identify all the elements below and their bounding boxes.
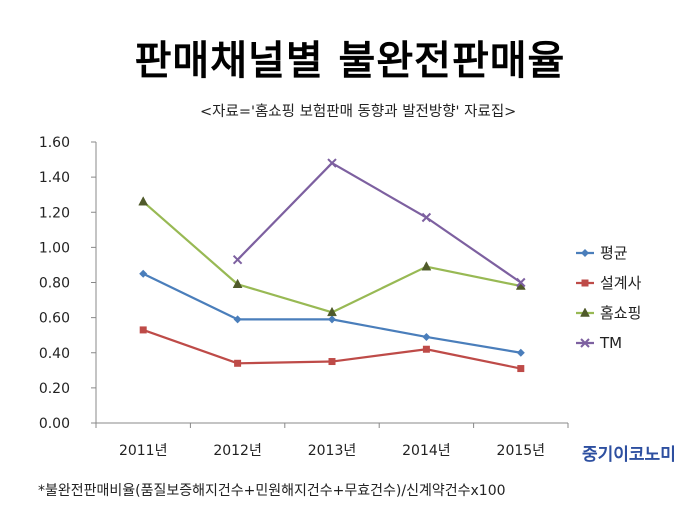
brand-logo: 중기이코노미	[582, 445, 676, 465]
source-caption: <자료='홈쇼핑 보험판매 동향과 발전방향' 자료집>	[200, 104, 517, 120]
y-tick-label: 1.20	[39, 205, 70, 221]
data-point	[422, 332, 431, 341]
legend-label: 평균	[600, 244, 628, 262]
data-point	[233, 315, 242, 324]
legend-marker	[581, 249, 589, 257]
legend-marker	[580, 307, 590, 317]
data-point	[327, 158, 337, 168]
legend-marker	[581, 279, 589, 287]
legend-marker	[580, 338, 590, 348]
data-point	[139, 269, 148, 278]
x-tick-label: 2013년	[308, 443, 357, 459]
y-tick-label: 0.00	[39, 416, 70, 432]
footnote: *불완전판매비율(품질보증해지건수+민원해지건수+무효건수)/신계약건수x100	[38, 483, 506, 499]
y-tick-label: 0.40	[39, 346, 70, 362]
data-point	[421, 261, 432, 271]
series-line-2	[142, 200, 522, 314]
y-tick-label: 0.80	[39, 276, 70, 292]
legend-label: 홈쇼핑	[600, 304, 641, 322]
data-point	[516, 277, 526, 288]
y-tick-label: 1.60	[39, 135, 70, 151]
data-point	[138, 196, 149, 206]
y-tick-label: 0.60	[39, 311, 70, 327]
legend-label: 설계사	[600, 274, 642, 292]
x-tick-label: 2011년	[119, 443, 168, 459]
data-point	[328, 358, 336, 366]
data-point	[139, 326, 147, 334]
data-point	[421, 212, 432, 223]
legend-label: TM	[599, 334, 622, 352]
data-point	[232, 254, 243, 265]
data-point	[234, 359, 242, 367]
data-point	[327, 306, 337, 317]
data-point	[517, 365, 525, 373]
data-point	[422, 345, 430, 353]
x-tick-label: 2012년	[213, 443, 262, 459]
data-point	[232, 278, 243, 289]
data-point	[516, 348, 525, 357]
y-tick-label: 0.20	[39, 381, 70, 397]
series-line-3	[236, 161, 522, 284]
y-tick-label: 1.00	[39, 240, 70, 256]
chart-title: 판매채널별 불완전판매율	[134, 38, 566, 84]
x-tick-label: 2015년	[497, 443, 546, 459]
y-tick-label: 1.40	[39, 170, 70, 186]
x-tick-label: 2014년	[402, 443, 451, 459]
data-point	[328, 315, 336, 324]
